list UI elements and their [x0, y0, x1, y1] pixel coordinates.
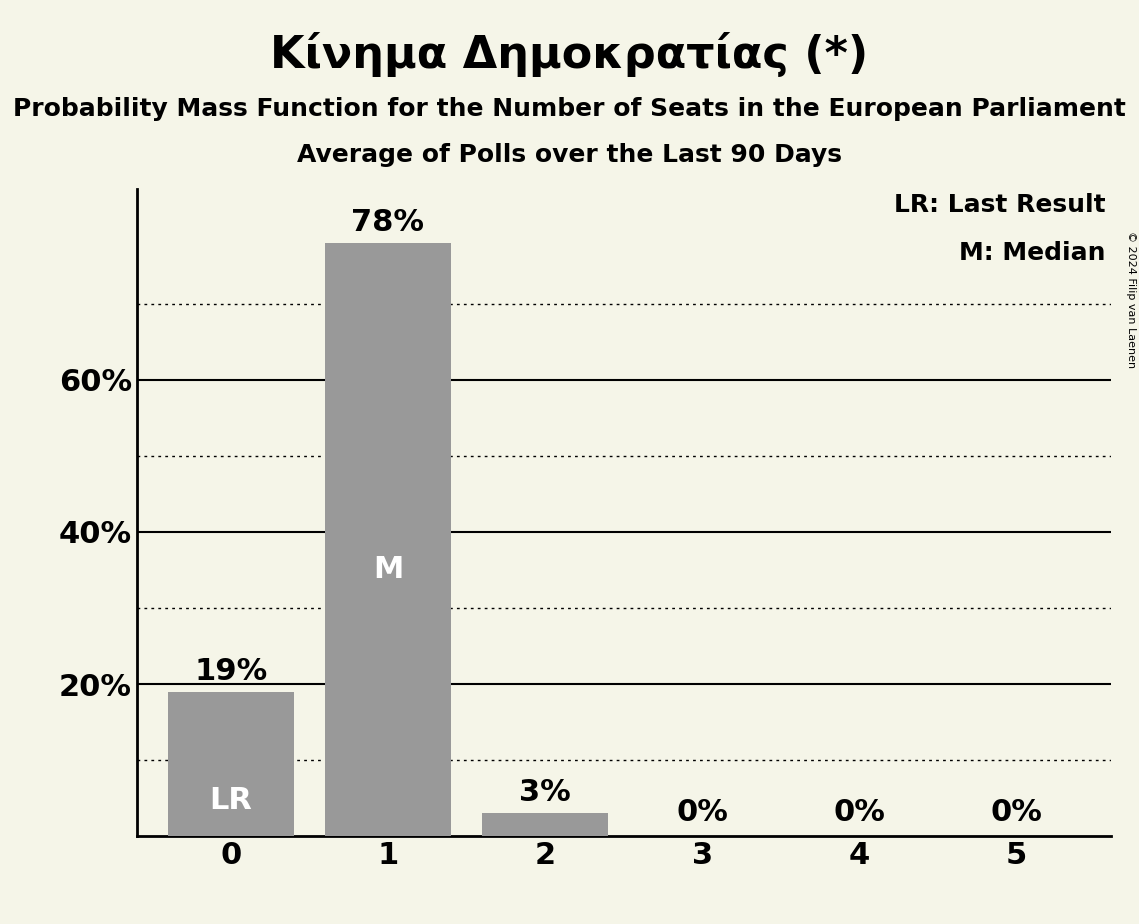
Text: 0%: 0% [990, 798, 1042, 827]
Text: 78%: 78% [352, 208, 425, 237]
Bar [482, 813, 608, 836]
Text: LR: Last Result: LR: Last Result [894, 193, 1106, 216]
Text: Average of Polls over the Last 90 Days: Average of Polls over the Last 90 Days [297, 143, 842, 167]
Text: 0%: 0% [677, 798, 728, 827]
Text: © 2024 Filip van Laenen: © 2024 Filip van Laenen [1126, 231, 1136, 368]
Text: M: M [372, 554, 403, 584]
Text: 3%: 3% [519, 778, 571, 808]
Text: 0%: 0% [834, 798, 885, 827]
Text: Κίνημα Δημοκρατίας (*): Κίνημα Δημοκρατίας (*) [270, 32, 869, 78]
Bar [325, 243, 451, 836]
Text: Probability Mass Function for the Number of Seats in the European Parliament: Probability Mass Function for the Number… [13, 97, 1126, 121]
Bar [169, 692, 294, 836]
Text: M: Median: M: Median [959, 241, 1106, 265]
Text: 19%: 19% [195, 657, 268, 686]
Text: LR: LR [210, 785, 253, 815]
